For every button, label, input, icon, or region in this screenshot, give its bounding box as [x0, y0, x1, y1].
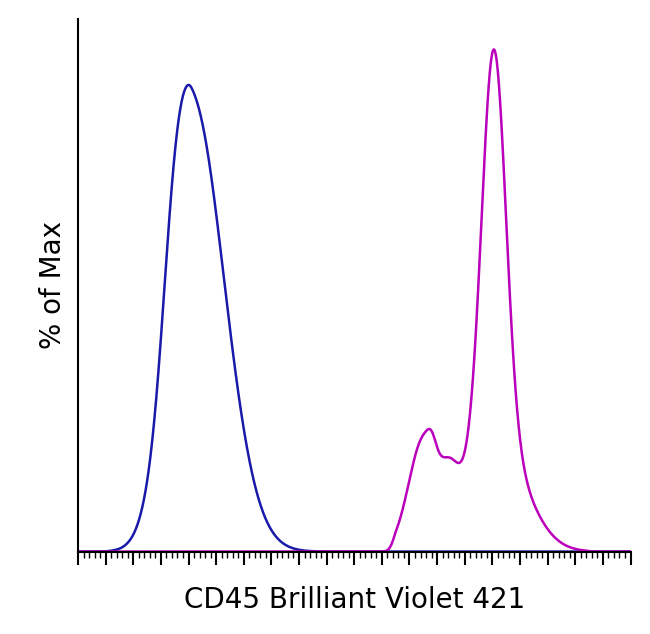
Y-axis label: % of Max: % of Max — [39, 221, 67, 349]
X-axis label: CD45 Brilliant Violet 421: CD45 Brilliant Violet 421 — [183, 586, 525, 614]
